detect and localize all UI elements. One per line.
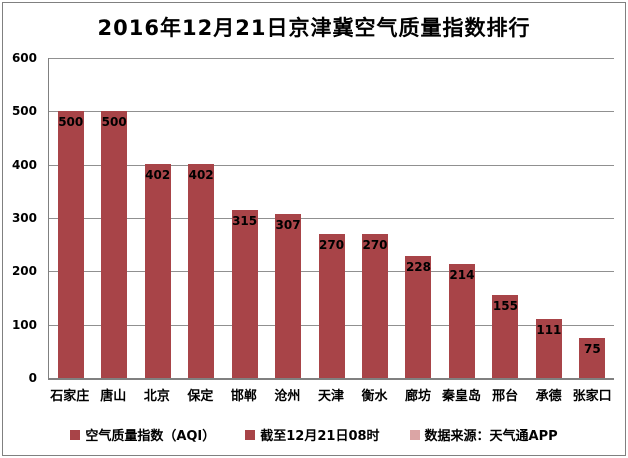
gridline xyxy=(49,218,614,219)
bar-slot: 500 xyxy=(49,58,92,378)
bar-北京: 402 xyxy=(144,164,171,378)
y-tick-label: 600 xyxy=(11,51,37,65)
y-tick-label: 500 xyxy=(11,104,37,118)
bar-value-label: 270 xyxy=(319,238,345,252)
legend-swatch xyxy=(245,429,256,440)
bar-value-label: 500 xyxy=(58,115,84,129)
gridline xyxy=(49,165,614,166)
x-tick-label: 张家口 xyxy=(572,389,612,404)
bar-slot: 307 xyxy=(266,58,309,378)
legend-label: 空气质量指数（AQI） xyxy=(85,429,216,444)
legend-item-data-source: 数据来源：天气通APP xyxy=(409,425,558,444)
bar-value-label: 315 xyxy=(232,214,258,228)
bar-slot: 228 xyxy=(397,58,440,378)
bar-邢台: 155 xyxy=(492,295,519,378)
x-tick-label: 承德 xyxy=(535,389,562,404)
plot-area: 500 500 402 402 315 307 270 270 228 214 155 111 75 xyxy=(48,58,614,380)
bar-value-label: 402 xyxy=(188,168,214,182)
bar-value-label: 500 xyxy=(101,115,127,129)
gridline xyxy=(49,111,614,112)
bar-value-label: 228 xyxy=(405,260,432,274)
bar-天津: 270 xyxy=(318,234,345,378)
y-axis: 0 100 200 300 400 500 600 xyxy=(3,51,41,385)
bar-value-label: 214 xyxy=(449,268,475,282)
bar-value-label: 111 xyxy=(536,323,562,337)
bar-slot: 214 xyxy=(440,58,483,378)
bar-value-label: 307 xyxy=(275,218,301,232)
legend-swatch xyxy=(70,429,81,440)
x-tick-label: 廊坊 xyxy=(405,389,432,404)
y-tick-label: 300 xyxy=(11,211,37,225)
y-tick-label: 0 xyxy=(28,371,37,385)
bar-衡水: 270 xyxy=(362,234,389,378)
legend-label: 数据来源：天气通APP xyxy=(424,429,558,444)
chart-title: 2016年12月21日京津冀空气质量指数排行 xyxy=(97,16,531,40)
legend-item-aqi: 空气质量指数（AQI） xyxy=(70,425,215,444)
x-axis-labels: 石家庄 唐山 北京 保定 邯郸 沧州 天津 衡水 廊坊 秦皇岛 邢台 承德 张家口 xyxy=(48,385,614,405)
bar-邯郸: 315 xyxy=(231,210,258,378)
bar-承德: 111 xyxy=(535,319,562,378)
y-tick-label: 400 xyxy=(11,158,37,172)
bar-slot: 75 xyxy=(571,58,614,378)
bar-廊坊: 228 xyxy=(405,256,432,378)
bar-slot: 402 xyxy=(179,58,222,378)
bar-slot: 270 xyxy=(310,58,353,378)
bar-slot: 155 xyxy=(484,58,527,378)
bar-沧州: 307 xyxy=(275,214,302,378)
y-tick-label: 100 xyxy=(11,318,37,332)
x-tick-label: 保定 xyxy=(187,389,214,404)
legend: 空气质量指数（AQI） 截至12月21日08时 数据来源：天气通APP xyxy=(3,425,625,444)
bar-张家口: 75 xyxy=(579,338,606,378)
bar-value-label: 155 xyxy=(492,299,518,313)
legend-item-asof-time: 截至12月21日08时 xyxy=(245,425,380,444)
x-tick-label: 北京 xyxy=(143,389,170,404)
bar-value-label: 402 xyxy=(145,168,171,182)
x-tick-label: 邯郸 xyxy=(230,389,257,404)
bars-container: 500 500 402 402 315 307 270 270 228 214 155 111 75 xyxy=(49,58,614,378)
legend-label: 截至12月21日08时 xyxy=(260,429,380,444)
bar-slot: 315 xyxy=(223,58,266,378)
bar-秦皇岛: 214 xyxy=(448,264,475,378)
x-tick-label: 唐山 xyxy=(100,389,127,404)
bar-保定: 402 xyxy=(188,164,215,378)
bar-slot: 270 xyxy=(353,58,396,378)
x-tick-label: 衡水 xyxy=(361,389,388,404)
y-tick-label: 200 xyxy=(11,264,37,278)
x-tick-label: 邢台 xyxy=(492,389,519,404)
bar-slot: 500 xyxy=(92,58,135,378)
bar-slot: 402 xyxy=(136,58,179,378)
x-tick-label: 天津 xyxy=(317,389,344,404)
legend-swatch xyxy=(409,429,420,440)
gridline xyxy=(49,58,614,59)
bar-唐山: 500 xyxy=(101,111,128,378)
x-tick-label: 沧州 xyxy=(274,389,301,404)
bar-value-label: 270 xyxy=(362,238,388,252)
bar-value-label: 75 xyxy=(584,342,601,356)
x-tick-label: 石家庄 xyxy=(50,389,90,404)
bar-slot: 111 xyxy=(527,58,570,378)
bar-石家庄: 500 xyxy=(57,111,84,378)
x-tick-label: 秦皇岛 xyxy=(442,389,482,404)
